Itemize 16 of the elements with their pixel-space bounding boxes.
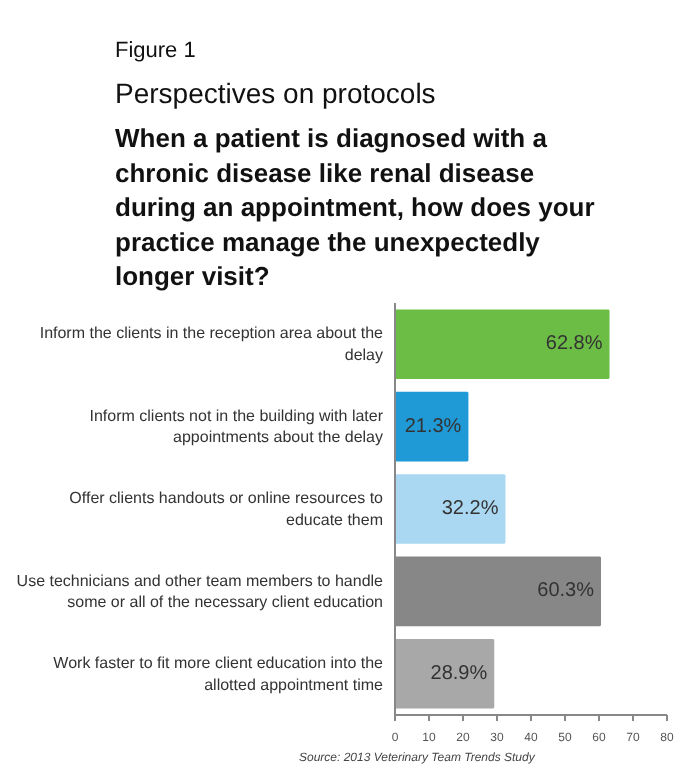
bar [394, 309, 610, 379]
y-tick-label: Use technicians and other team members to handle some or all of the necessary client education [16, 571, 385, 612]
data-label: 62.8% [545, 333, 603, 356]
y-tick-label: Work faster to fit more client education into the allotted appointment time [53, 654, 385, 694]
chart-subtitle: When a patient is diagnosed with a chronic disease like renal disease during an appointment, how does your practice manage the unexpectedly longer visit? [115, 123, 595, 291]
caption: Figure 1 [115, 39, 196, 63]
data-label: 21.3% [404, 415, 462, 438]
data-label: 60.3% [537, 580, 595, 603]
y-tick-label: Offer clients handouts or online resources to educate them [69, 489, 385, 529]
y-tick-label: Inform clients not in the building with later appointments about the delay [89, 406, 384, 447]
bar [394, 639, 495, 709]
chart-title: Perspectives on protocols [115, 77, 436, 109]
bar [394, 474, 506, 544]
y-tick-label: Inform the clients in the reception area about the delay [39, 324, 385, 364]
data-label: 28.9% [430, 662, 488, 685]
data-label: 32.2% [441, 498, 499, 520]
